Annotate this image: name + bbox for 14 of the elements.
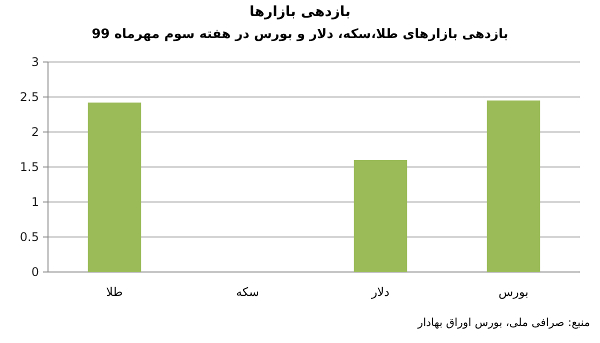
text: منبع: صرافی ملی، بورس اوراق بهادار	[416, 316, 590, 329]
x-tick-label: بورس	[498, 285, 528, 299]
y-tick-label: 1.5	[20, 160, 39, 174]
x-tick-label: طلا	[106, 285, 123, 299]
y-tick-label: 0.5	[20, 230, 39, 244]
y-tick-label: 0	[31, 265, 39, 279]
title: بازدهی بازارها	[250, 4, 350, 20]
y-tick-label: 2	[31, 125, 39, 139]
subtitle: بازدهی بازارهای طلا،سکه، دلار و بورس در هفته سوم مهرماه 99	[92, 27, 508, 42]
x-tick-label: دلار	[370, 285, 390, 299]
y-tick-label: 2.5	[20, 90, 39, 104]
y-tick-label: 3	[31, 55, 39, 69]
y-tick-label: 1	[31, 195, 39, 209]
x-tick-label: سکه	[236, 285, 260, 299]
